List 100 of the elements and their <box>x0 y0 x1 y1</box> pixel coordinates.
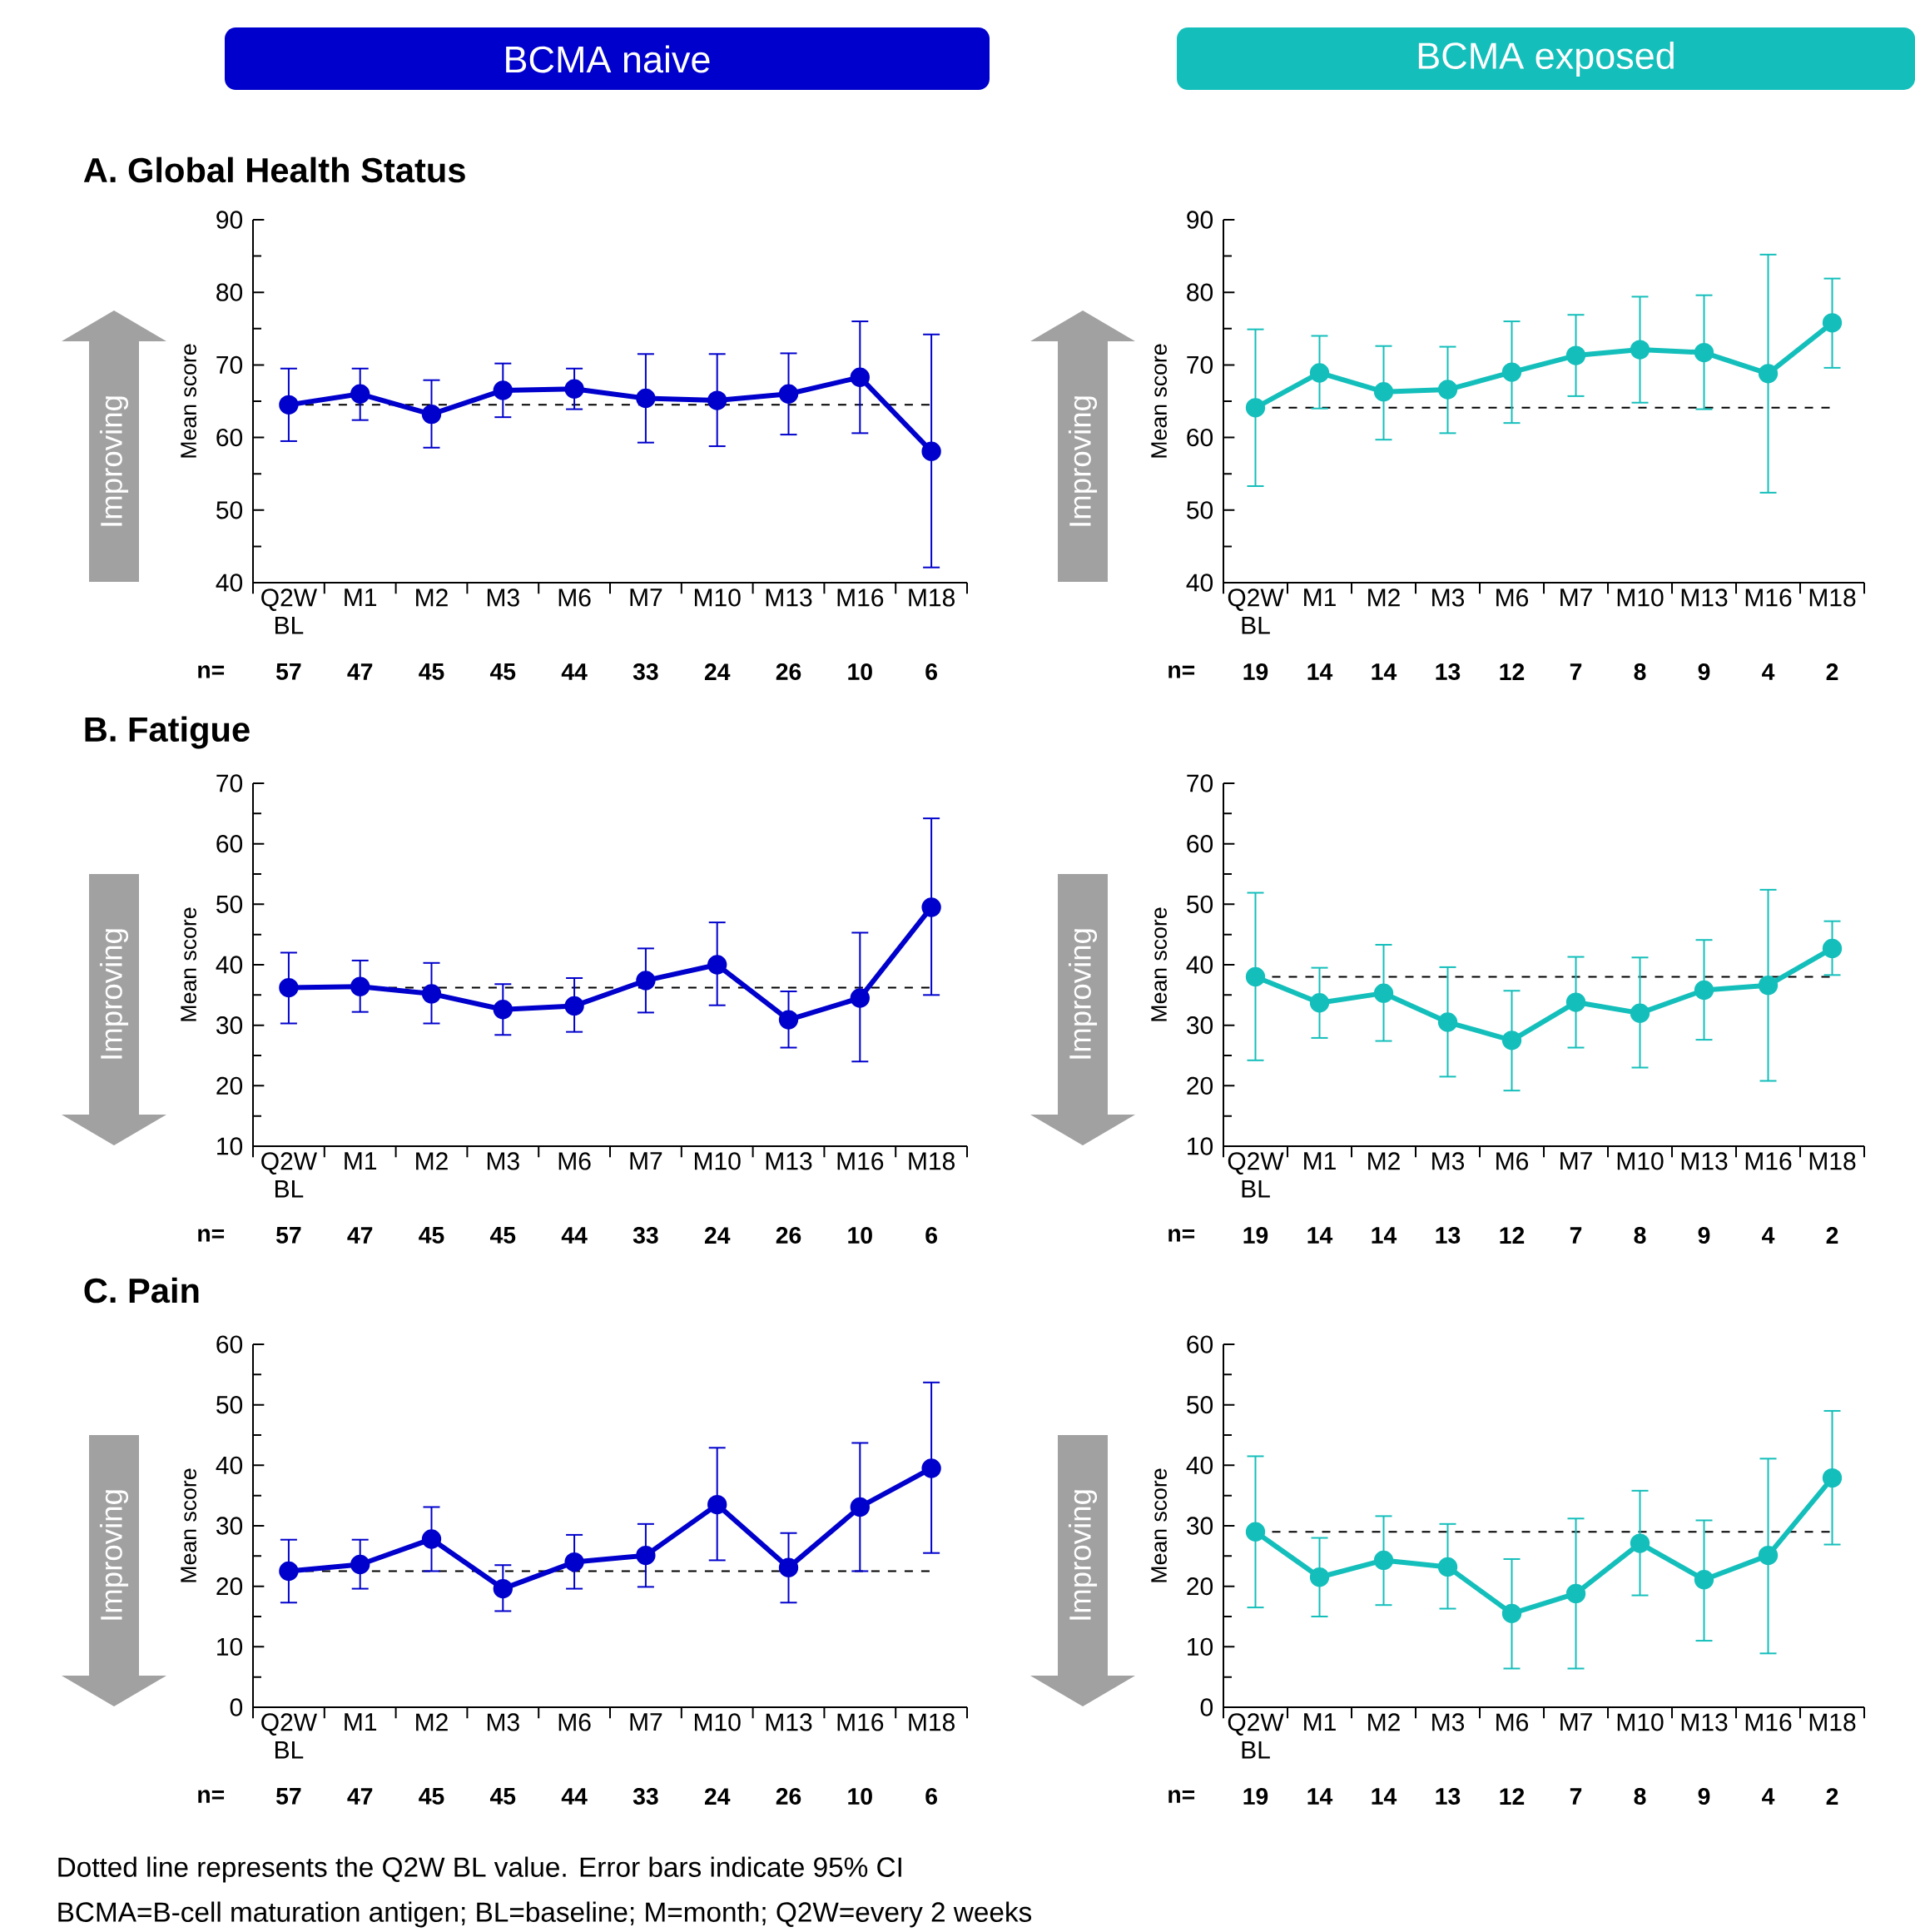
text: 45 <box>419 1227 444 1244</box>
x-tick-label: M3 <box>1432 589 1465 607</box>
x-tick-label: M1 <box>345 589 377 606</box>
point <box>1437 1012 1458 1032</box>
text: 47 <box>347 1227 373 1244</box>
point <box>564 996 584 1016</box>
chart-title: BCMA naive <box>506 45 710 73</box>
y-axis-title: Mean score <box>1151 1468 1167 1582</box>
point <box>1501 1603 1522 1624</box>
point <box>1822 1468 1843 1488</box>
point <box>279 1561 299 1582</box>
x-tick-label: M18 <box>909 1152 955 1170</box>
point <box>1501 362 1522 382</box>
text: n= <box>1168 1229 1195 1242</box>
x-tick-label: M13 <box>766 1152 812 1170</box>
point <box>564 1552 584 1572</box>
y-tick-label: 50 <box>1187 895 1213 913</box>
text: n= <box>198 665 225 678</box>
point <box>707 1494 727 1515</box>
text: 57 <box>276 1788 301 1805</box>
x-tick-label: M16 <box>837 1713 884 1731</box>
y-tick-label: 40 <box>216 1456 243 1474</box>
text: 8 <box>1634 663 1646 680</box>
point <box>636 1545 656 1566</box>
x-tick-label: M18 <box>909 589 955 607</box>
point <box>350 976 370 996</box>
text: 19 <box>1243 1226 1268 1244</box>
x-tick-label: M16 <box>837 1152 884 1170</box>
text: 47 <box>347 1788 373 1805</box>
y-tick-label: 10 <box>1188 1637 1213 1656</box>
text: Improving <box>99 929 129 1059</box>
text: 45 <box>419 663 444 680</box>
point <box>1437 1557 1458 1577</box>
point <box>636 971 656 991</box>
y-tick-label: 50 <box>1187 501 1213 519</box>
x-tick-label: M13 <box>766 1713 812 1731</box>
text: 14 <box>1372 1227 1397 1244</box>
x-tick-label: M6 <box>558 589 591 607</box>
y-tick-label: 70 <box>1187 355 1213 375</box>
point <box>564 379 584 399</box>
point <box>1373 1550 1394 1571</box>
y-tick-label: 50 <box>1187 1396 1213 1414</box>
x-tick-label: M13 <box>766 589 812 607</box>
text: 14 <box>1307 1788 1333 1805</box>
x-tick-label: M2 <box>1368 1152 1400 1170</box>
x-tick-label: M6 <box>1496 1152 1529 1170</box>
x-tick-label: M7 <box>630 1713 662 1731</box>
x-tick-label: M7 <box>1560 1152 1592 1170</box>
text: 33 <box>633 1226 658 1244</box>
point <box>1822 938 1843 959</box>
y-tick-label: 40 <box>1186 956 1213 974</box>
x-tick-label: M1 <box>345 1713 377 1731</box>
y-tick-label: 60 <box>216 428 243 447</box>
x-tick-label: M7 <box>1560 589 1592 606</box>
y-tick-label: 60 <box>1187 1335 1213 1353</box>
x-tick-label: M6 <box>558 1152 591 1170</box>
y-axis-title: Mean score <box>181 907 196 1021</box>
text: 14 <box>1307 663 1333 680</box>
point <box>636 388 656 409</box>
text: 45 <box>489 663 516 680</box>
y-tick-label: 40 <box>1186 574 1213 592</box>
chart-title: BCMA exposed <box>1418 41 1674 77</box>
y-tick-label: 20 <box>216 1577 243 1596</box>
point <box>493 1000 513 1020</box>
text: 10 <box>848 663 872 680</box>
text: 12 <box>1500 1227 1525 1244</box>
point <box>1694 1570 1714 1590</box>
y-tick-label: 80 <box>1187 283 1213 301</box>
x-tick-label: M16 <box>1745 1152 1792 1170</box>
y-tick-label: 30 <box>216 1517 243 1535</box>
text: Dotted line represents the Q2W BL value. Error bars indicate 95% CI <box>58 1856 901 1883</box>
x-tick-label: M3 <box>1432 1713 1465 1731</box>
x-tick-label: M7 <box>630 589 662 606</box>
y-tick-label: 20 <box>1187 1076 1213 1095</box>
text: 9 <box>1698 1226 1710 1244</box>
point <box>1245 966 1266 987</box>
point <box>350 1554 370 1575</box>
point <box>921 1458 941 1478</box>
point <box>350 384 370 404</box>
y-tick-label: 60 <box>1187 835 1213 853</box>
text: n= <box>198 1790 225 1803</box>
point <box>1437 380 1458 400</box>
x-tick-label: M10 <box>694 589 741 607</box>
y-tick-label: 30 <box>1187 1016 1213 1035</box>
x-tick-label: M16 <box>1745 1713 1792 1731</box>
point <box>493 1578 513 1599</box>
x-tick-label: M1 <box>1304 1713 1336 1731</box>
x-tick-label: M6 <box>558 1713 591 1731</box>
point <box>1630 1533 1650 1553</box>
point <box>1758 976 1779 996</box>
y-axis-title: Mean score <box>181 344 196 458</box>
x-tick-label: M3 <box>1432 1152 1465 1170</box>
x-tick-label: M10 <box>1617 589 1664 607</box>
x-tick-label: M1 <box>345 1152 377 1170</box>
chart-subtitle: A. Global Health Status <box>83 156 465 183</box>
text: 57 <box>276 663 301 680</box>
text: 14 <box>1372 1788 1397 1805</box>
y-axis-title: Mean score <box>1151 344 1167 458</box>
y-tick-label: 60 <box>1187 428 1213 447</box>
text: 14 <box>1307 1227 1333 1244</box>
